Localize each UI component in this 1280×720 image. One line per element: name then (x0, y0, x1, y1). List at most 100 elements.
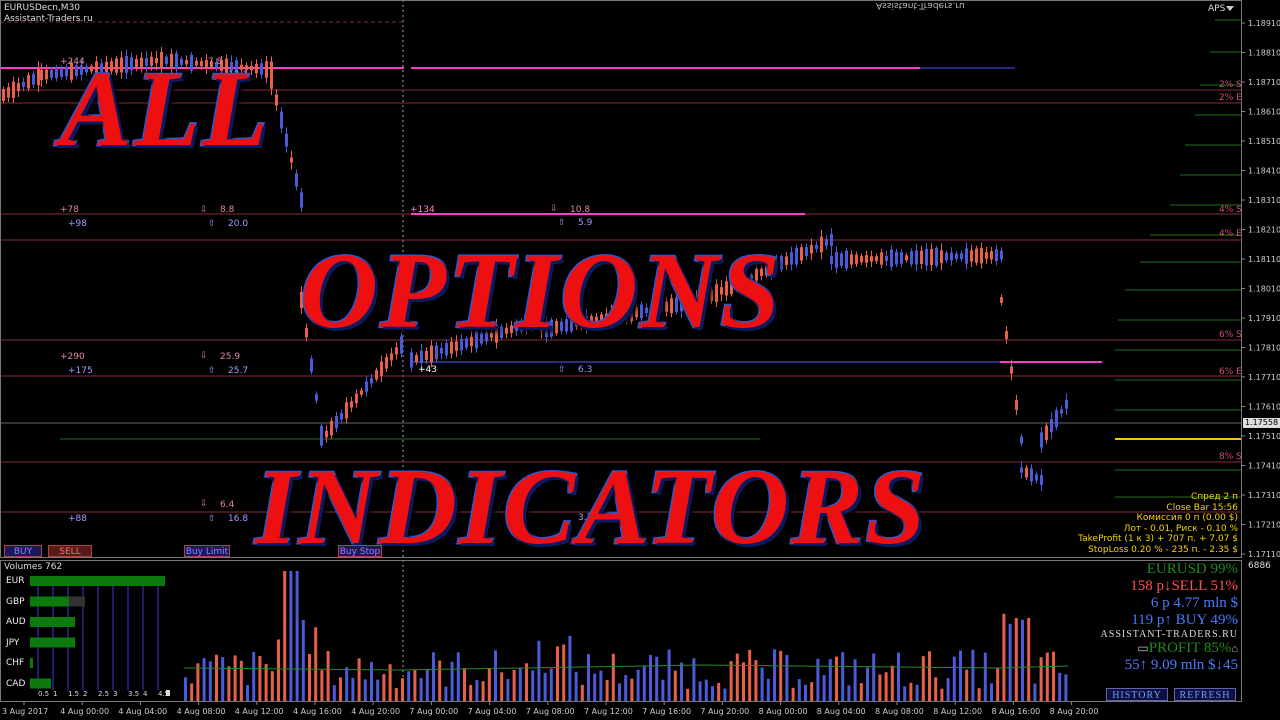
candle-body (320, 425, 323, 435)
volume-bar (518, 668, 522, 701)
candle-body (290, 157, 293, 163)
panel-profit-text: PROFIT 85% (1148, 640, 1232, 656)
candle-body (385, 357, 388, 369)
volume-bar (289, 571, 293, 701)
up-arrow-icon: ⇧ (208, 366, 216, 376)
candle-body (110, 61, 113, 72)
candle-body (540, 311, 543, 329)
candle-body (180, 58, 183, 65)
volume-bar (233, 655, 237, 701)
candle-body (1000, 297, 1003, 303)
volume-bar (363, 679, 367, 701)
level-label: 8% S (1219, 452, 1242, 462)
candle-body (375, 369, 378, 380)
candle-body (2, 89, 5, 101)
candle-body (740, 274, 743, 289)
price-tick-label: 1.18510 (1248, 137, 1280, 146)
volume-bar (853, 659, 857, 701)
aps-label[interactable]: APS (1208, 4, 1226, 14)
candle-body (1060, 409, 1063, 414)
volume-bar (810, 682, 814, 701)
volume-bar (1064, 674, 1068, 701)
strength-bar (30, 576, 165, 586)
refresh-button[interactable]: REFRESH (1174, 688, 1236, 701)
history-button[interactable]: HISTORY (1106, 688, 1168, 701)
volume-bar (407, 671, 411, 701)
candle-body (535, 317, 538, 326)
volume-bar (1058, 672, 1062, 701)
time-tick-label: 4 Aug 16:00 (293, 707, 342, 716)
candle-body (185, 60, 188, 65)
sell-button[interactable]: SELL (48, 545, 92, 557)
candle-body (625, 307, 628, 321)
price-tick-label: 1.17910 (1248, 314, 1280, 323)
candle-body (1045, 425, 1048, 440)
volume-bar (1033, 683, 1037, 701)
candle-body (925, 248, 928, 266)
candle-body (885, 255, 888, 261)
annotation: +78 (60, 205, 79, 215)
candle-body (665, 301, 668, 312)
candle-body (755, 268, 758, 281)
volume-bar (1002, 613, 1006, 701)
candle-body (670, 298, 673, 314)
candle-body (230, 61, 233, 71)
volume-bar (791, 687, 795, 701)
volume-bar (866, 667, 869, 701)
time-tick-label: 3 Aug 2017 (2, 707, 48, 716)
candle-body (325, 430, 328, 438)
buy-limit-button[interactable]: Buy Limit (184, 545, 230, 557)
price-tick-label: 1.18010 (1248, 285, 1280, 294)
volume-bar (1027, 618, 1031, 701)
candle-body (500, 326, 503, 339)
candle-body (880, 252, 883, 265)
volume-bar (773, 649, 776, 701)
volume-bar (996, 668, 1000, 701)
candle-body (830, 255, 833, 265)
time-tick-label: 8 Aug 04:00 (817, 707, 866, 716)
volume-axis-max: 6886 (1248, 561, 1271, 571)
candle-body (1010, 366, 1013, 374)
candle-body (345, 402, 348, 419)
candle-body (675, 297, 678, 313)
candle-body (890, 249, 893, 267)
candle-body (305, 327, 308, 338)
volume-bar (909, 682, 913, 701)
volume-bar (512, 669, 516, 701)
buy-button[interactable]: BUY (4, 545, 42, 557)
volume-bar (903, 686, 907, 701)
buy-stop-button[interactable]: Buy Stop (338, 545, 382, 557)
candle-body (615, 311, 618, 321)
candle-body (720, 287, 723, 295)
candle-body (715, 284, 718, 302)
candle-body (400, 336, 403, 354)
annotation: +43 (418, 365, 437, 375)
candle-body (835, 252, 838, 268)
strength-bar-remainder (69, 596, 85, 607)
volume-bar (438, 660, 442, 701)
chevron-down-icon[interactable] (1226, 6, 1234, 11)
mouse-icon: ⌂ (1231, 643, 1238, 655)
candle-body (815, 244, 818, 249)
chart-frame (0, 0, 1242, 558)
candle-body (790, 252, 793, 265)
candle-body (440, 347, 443, 354)
candle-body (490, 333, 493, 338)
currency-label: AUD (6, 617, 26, 627)
candle-body (940, 250, 943, 264)
candle-body (120, 57, 123, 73)
candle-body (705, 292, 708, 303)
candle-body (350, 401, 353, 408)
volume-bar (1014, 618, 1018, 701)
takeprofit-line: TakeProfit (1 к 3) + 707 п. + 7.07 $ (1078, 534, 1238, 544)
volume-bar (190, 683, 194, 701)
price-tick-label: 1.18410 (1248, 167, 1280, 176)
volume-bar (928, 651, 931, 701)
spread-line: Спред 2 п (1191, 492, 1238, 502)
volume-bar (971, 649, 975, 701)
volume-bar (605, 679, 609, 701)
volume-bar (270, 671, 274, 701)
candle-body (415, 354, 418, 362)
candle-body (575, 320, 578, 327)
